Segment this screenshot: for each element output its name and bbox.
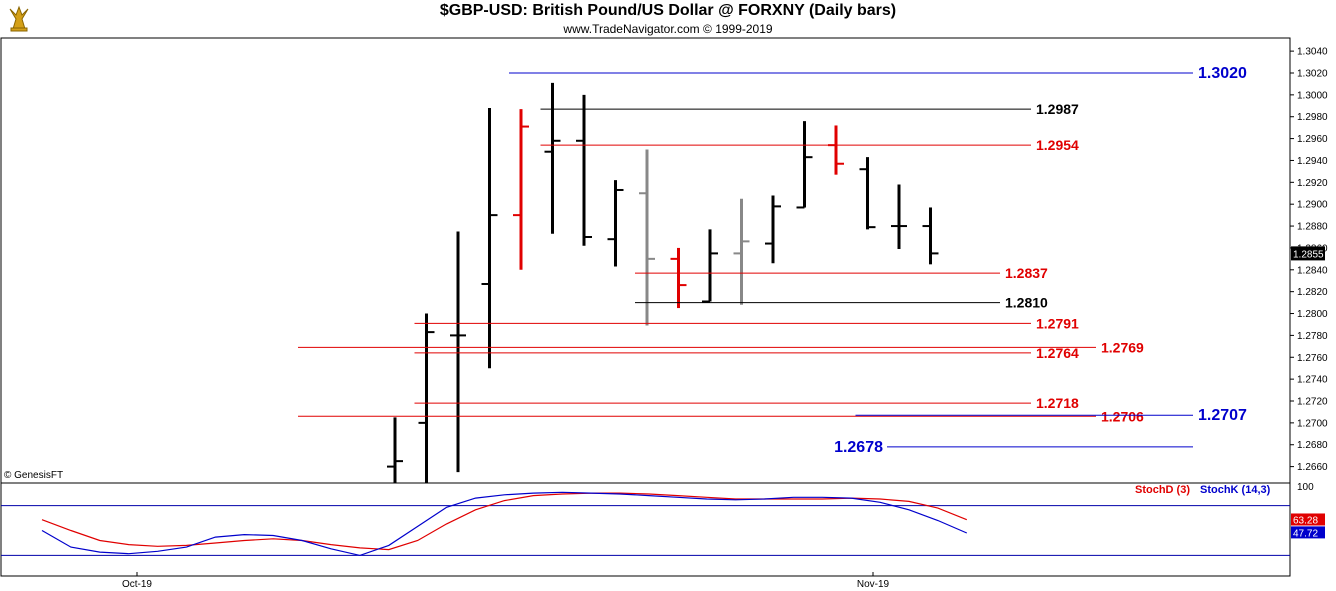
stoch-last-label: 63.28 xyxy=(1293,515,1318,526)
level-label: 1.2954 xyxy=(1036,137,1079,153)
ohlc-bar xyxy=(576,94,592,246)
ohlc-bar xyxy=(639,149,655,326)
y-tick-label: 1.2980 xyxy=(1297,112,1328,123)
y-tick-label: 1.2800 xyxy=(1297,309,1328,320)
stoch-series-line xyxy=(41,491,968,557)
stoch-series-line xyxy=(41,492,968,551)
stoch-tick-100: 100 xyxy=(1297,482,1314,493)
level-label: 1.2707 xyxy=(1198,407,1247,424)
stoch-frame xyxy=(0,482,1291,577)
level-label: 1.2718 xyxy=(1036,395,1079,411)
level-label: 1.2706 xyxy=(1101,408,1144,424)
level-label: 1.3020 xyxy=(1198,65,1247,82)
ohlc-bar xyxy=(607,180,624,267)
ohlc-bar xyxy=(670,247,687,309)
stoch-last-label: 47.72 xyxy=(1293,528,1318,539)
stoch-last-box xyxy=(1291,513,1325,526)
ohlc-bar xyxy=(418,313,435,483)
y-tick-label: 1.2840 xyxy=(1297,265,1328,276)
stoch-last-box xyxy=(1291,526,1325,539)
y-tick-label: 1.2900 xyxy=(1297,200,1328,211)
ohlc-bar xyxy=(544,82,561,234)
ohlc-bar xyxy=(450,231,466,473)
price-panel: 1.3040 1.3020 1.3000 1.2980 1.2960 1.2940 1.29… xyxy=(0,37,1328,484)
level-label: 1.2810 xyxy=(1005,295,1048,311)
y-tick-label: 1.2700 xyxy=(1297,418,1328,429)
ohlc-bar xyxy=(702,229,718,303)
y-tick-label: 1.2680 xyxy=(1297,440,1328,451)
ohlc-bar xyxy=(513,109,529,270)
level-label: 1.2837 xyxy=(1005,265,1048,281)
ohlc-bar xyxy=(891,184,907,250)
y-tick-label: 1.3020 xyxy=(1297,68,1328,79)
copyright-label: © GenesisFT xyxy=(4,470,63,481)
ohlc-bar xyxy=(796,121,813,209)
y-tick-label: 1.2760 xyxy=(1297,353,1328,364)
chart-subtitle: www.TradeNavigator.com © 1999-2019 xyxy=(563,22,773,36)
ohlc-bar xyxy=(481,107,498,369)
y-tick-label: 1.2960 xyxy=(1297,134,1328,145)
level-label: 1.2791 xyxy=(1036,315,1079,331)
y-tick-label: 1.2660 xyxy=(1297,462,1328,473)
legend-stochd: StochD (3) xyxy=(1135,484,1190,496)
y-tick-label: 1.2720 xyxy=(1297,396,1328,407)
y-tick-label: 1.2920 xyxy=(1297,178,1328,189)
y-tick-label: 1.2740 xyxy=(1297,375,1328,386)
level-label: 1.2764 xyxy=(1036,345,1079,361)
genesis-logo-icon xyxy=(4,3,34,33)
stochastic-panel: 100 63.28 47.72 StochD (3) StochK (14,3) Oct-… xyxy=(0,482,1325,590)
chart-header: $GBP-USD: British Pound/US Dollar @ FORX… xyxy=(0,0,1336,38)
y-tick-label: 1.2940 xyxy=(1297,156,1328,167)
ohlc-bar xyxy=(765,195,781,264)
last-price-box xyxy=(1291,246,1325,261)
y-tick-label: 1.2820 xyxy=(1297,287,1328,298)
y-tick-label: 1.3040 xyxy=(1297,47,1328,58)
chart-title: $GBP-USD: British Pound/US Dollar @ FORX… xyxy=(439,2,897,19)
ohlc-bar xyxy=(733,198,750,305)
y-tick-label: 1.2880 xyxy=(1297,222,1328,233)
y-tick-label: 1.2780 xyxy=(1297,331,1328,342)
y-tick-label: 1.3000 xyxy=(1297,90,1328,101)
ohlc-bar xyxy=(922,207,939,265)
level-label: 1.2678 xyxy=(834,439,883,456)
ohlc-bar xyxy=(387,417,403,483)
level-label: 1.2769 xyxy=(1101,339,1144,355)
legend-stochk: StochK (14,3) xyxy=(1200,484,1271,496)
last-price-label: 1.2855 xyxy=(1293,249,1324,260)
ohlc-bar xyxy=(859,157,876,230)
x-tick-label: Oct-19 xyxy=(122,579,152,590)
level-label: 1.2987 xyxy=(1036,101,1079,117)
x-tick-label: Nov-19 xyxy=(857,579,890,590)
